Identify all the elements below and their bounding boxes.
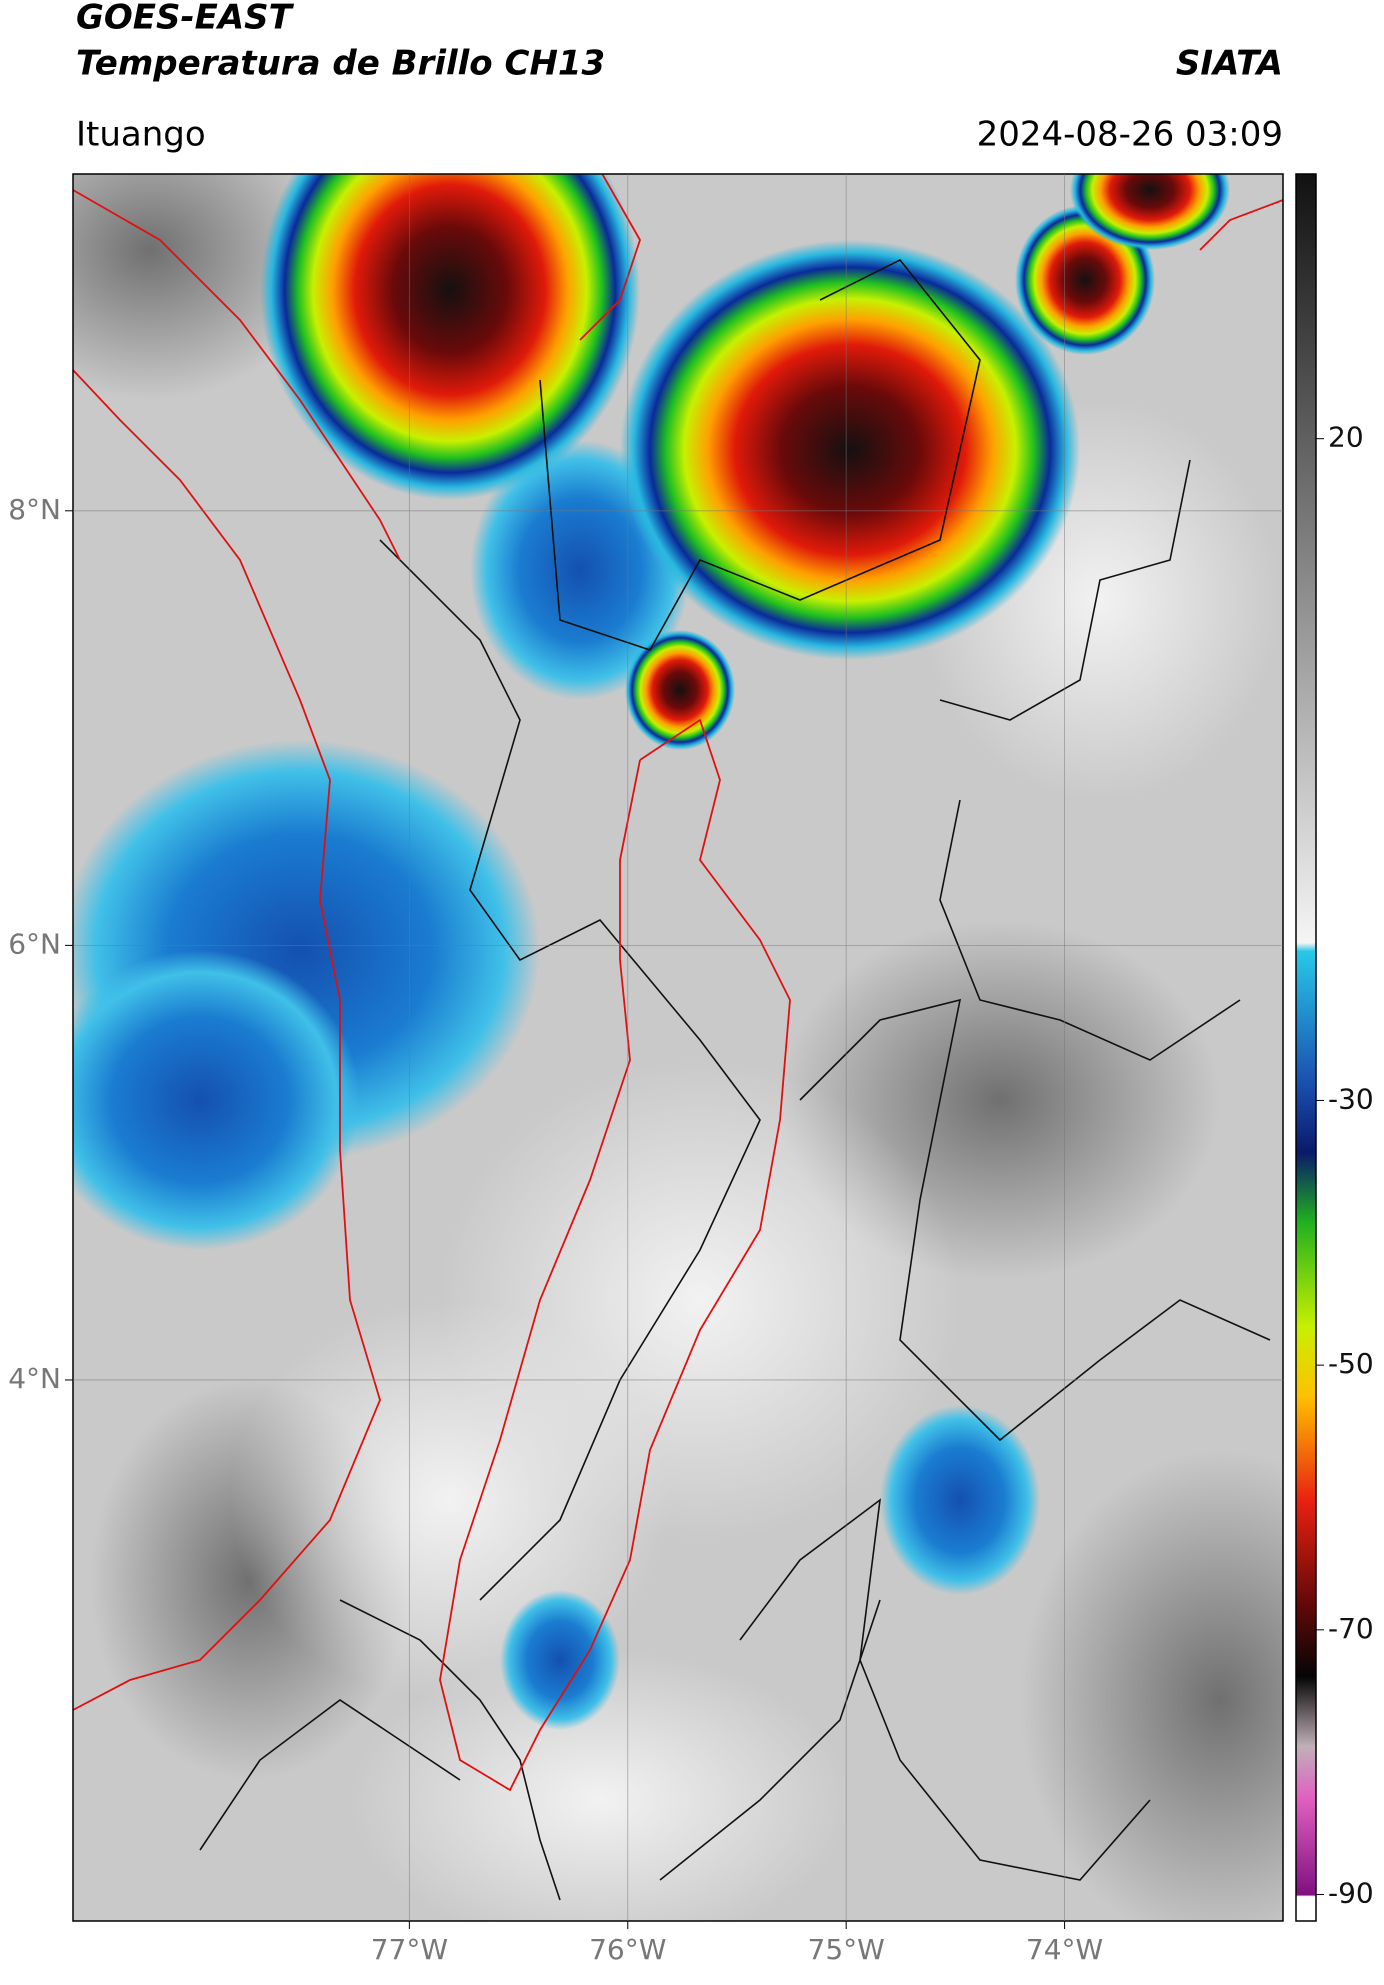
colorbar-tick-label: 20 <box>1328 421 1364 454</box>
source: SIATA <box>1176 44 1283 84</box>
location: Ituango <box>76 115 206 155</box>
x-tick-label: 74°W <box>1026 1933 1103 1966</box>
colorbar-tick-label: -50 <box>1328 1347 1374 1380</box>
subtitle: Temperatura de Brillo CH13 <box>76 44 605 84</box>
colorbar <box>1295 173 1317 1922</box>
y-tick-label: 8°N <box>8 493 61 526</box>
colorbar-tick-label: -90 <box>1328 1877 1374 1910</box>
satellite-image <box>73 174 1283 1921</box>
colorbar-tick-label: -70 <box>1328 1612 1374 1645</box>
title: GOES-EAST <box>76 0 295 38</box>
y-tick-label: 6°N <box>8 927 61 960</box>
map-frame <box>72 173 1284 1922</box>
x-tick-label: 75°W <box>808 1933 885 1966</box>
colorbar-tick-label: -30 <box>1328 1082 1374 1115</box>
x-tick-label: 76°W <box>589 1933 666 1966</box>
datetime: 2024-08-26 03:09 <box>977 115 1283 155</box>
y-tick-label: 4°N <box>8 1362 61 1395</box>
x-tick-label: 77°W <box>371 1933 448 1966</box>
